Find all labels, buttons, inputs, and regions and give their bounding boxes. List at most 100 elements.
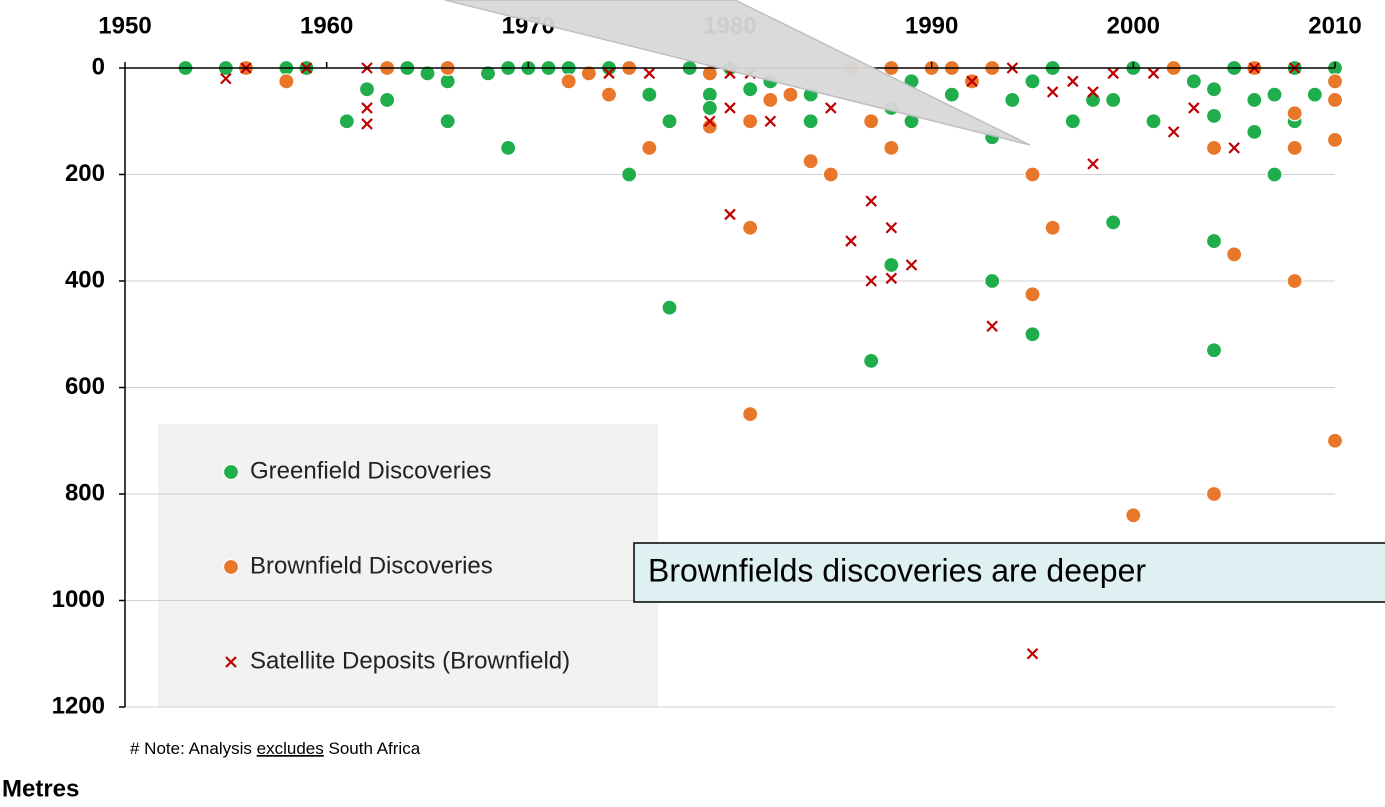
x-stroke xyxy=(885,272,898,285)
x-stroke xyxy=(825,102,837,114)
point xyxy=(1205,139,1223,156)
x-marker xyxy=(603,67,615,80)
x-marker xyxy=(1228,142,1240,154)
point xyxy=(560,73,577,90)
y-tick-label: 200 xyxy=(65,160,105,187)
point xyxy=(479,65,497,82)
x-stroke xyxy=(1026,647,1039,660)
x-marker xyxy=(986,320,998,333)
point xyxy=(661,113,678,130)
x-marker xyxy=(865,275,877,287)
point xyxy=(802,153,819,170)
point xyxy=(1145,113,1162,130)
point xyxy=(863,352,880,369)
x-marker xyxy=(225,656,237,668)
x-tick-label: 2000 xyxy=(1107,12,1160,39)
point xyxy=(600,86,618,103)
point xyxy=(883,256,900,274)
x-marker xyxy=(643,67,656,80)
point xyxy=(701,118,718,135)
y-tick-label: 600 xyxy=(65,373,105,400)
x-stroke xyxy=(885,221,898,234)
x-stroke xyxy=(361,102,373,114)
point xyxy=(742,113,759,130)
point xyxy=(500,139,517,156)
point xyxy=(863,113,880,130)
point xyxy=(742,81,759,98)
point xyxy=(1286,105,1303,122)
y-tick-label: 800 xyxy=(65,479,105,506)
point xyxy=(701,99,718,117)
x-marker xyxy=(1067,75,1079,88)
x-stroke xyxy=(643,67,656,80)
point xyxy=(222,463,240,481)
point xyxy=(1306,86,1323,103)
point xyxy=(1004,91,1021,109)
x-marker xyxy=(724,208,736,221)
point xyxy=(1024,286,1041,303)
x-stroke xyxy=(1107,67,1119,80)
x-stroke xyxy=(966,75,978,88)
x-marker xyxy=(1087,158,1099,170)
point xyxy=(943,86,960,103)
point xyxy=(1205,342,1223,359)
point xyxy=(379,91,396,109)
x-marker xyxy=(905,259,918,271)
x-stroke xyxy=(1046,86,1059,98)
x-marker xyxy=(885,221,898,234)
point xyxy=(762,91,779,109)
point xyxy=(1024,326,1041,343)
annotation-box xyxy=(633,542,1385,603)
x-stroke xyxy=(764,115,777,128)
point xyxy=(641,86,658,103)
legend: Greenfield Discoveries Brownfield Discove… xyxy=(222,457,570,674)
x-marker xyxy=(764,115,777,128)
x-marker xyxy=(885,272,898,285)
x-stroke xyxy=(361,118,373,130)
point xyxy=(1205,81,1223,98)
x-stroke xyxy=(1147,67,1160,80)
x-marker xyxy=(966,75,978,88)
point xyxy=(1185,73,1202,90)
x-marker xyxy=(704,115,716,128)
x-marker xyxy=(1026,647,1039,660)
annotation: Brownfields discoveries are deeper xyxy=(648,552,1146,588)
x-marker xyxy=(220,72,232,85)
point xyxy=(661,299,678,316)
point xyxy=(1205,107,1223,125)
x-marker xyxy=(1147,67,1160,80)
x-tick-label: 1990 xyxy=(905,12,958,39)
x-stroke xyxy=(1087,158,1099,170)
point xyxy=(358,81,376,98)
point xyxy=(621,166,638,183)
legend-label: Brownfield Discoveries xyxy=(250,552,493,579)
x-marker xyxy=(1107,67,1119,80)
point xyxy=(1044,219,1061,236)
point xyxy=(802,113,819,130)
note-part: # Note: Analysis xyxy=(130,739,252,758)
point xyxy=(1105,91,1122,109)
x-marker xyxy=(825,102,837,114)
y-axis-label: Metres xyxy=(2,775,79,802)
callout-pointer xyxy=(444,0,1031,146)
y-tick-label: 1200 xyxy=(52,692,105,719)
y-tick-label: 0 xyxy=(92,53,105,80)
point xyxy=(580,65,597,82)
marks xyxy=(177,59,1344,660)
x-marker xyxy=(1188,102,1200,114)
x-marker xyxy=(1087,86,1099,98)
legend-box xyxy=(158,424,658,707)
point xyxy=(1024,73,1041,90)
point xyxy=(984,272,1001,290)
point xyxy=(278,73,295,90)
point xyxy=(742,219,759,236)
x-stroke xyxy=(905,259,918,271)
point xyxy=(419,65,436,82)
point xyxy=(439,113,456,130)
point xyxy=(1024,166,1041,183)
point xyxy=(822,166,839,183)
x-marker xyxy=(724,102,736,114)
point xyxy=(1246,91,1263,109)
note-part: excludes xyxy=(257,739,324,758)
